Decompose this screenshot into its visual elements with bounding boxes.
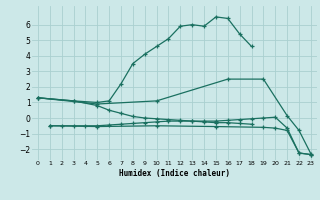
X-axis label: Humidex (Indice chaleur): Humidex (Indice chaleur) bbox=[119, 169, 230, 178]
